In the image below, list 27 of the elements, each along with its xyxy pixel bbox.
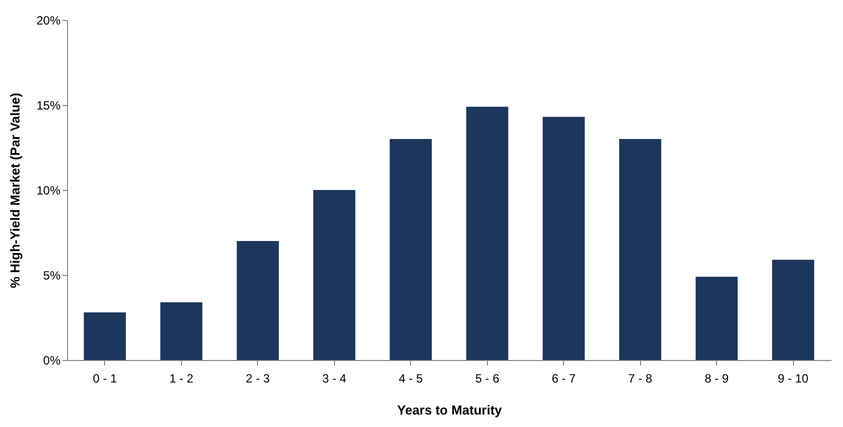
bar [84,312,126,360]
bar [542,116,585,360]
x-tick-label: 2 - 3 [246,372,270,386]
bar [772,260,814,360]
bar [696,276,738,360]
y-tick-label: 10% [36,184,61,198]
x-tick-label: 9 - 10 [778,372,809,386]
x-tick-label: 7 - 8 [628,372,653,386]
x-tick-label: 8 - 9 [704,372,729,386]
bar [466,106,508,360]
y-tick-label: 20% [36,14,61,28]
bar [313,190,356,360]
x-tick-label: 1 - 2 [169,372,194,386]
bar [236,241,279,360]
x-tick-label: 5 - 6 [475,372,500,386]
y-tick-label: 0% [43,354,61,368]
y-tick-label: 5% [43,268,61,282]
x-tick-label: 4 - 5 [398,372,424,386]
x-tick-label: 3 - 4 [322,372,347,386]
bar [619,139,662,360]
bar [160,302,202,360]
x-tick-label: 0 - 1 [92,372,118,386]
bar [390,139,432,360]
x-axis-title: Years to Maturity [397,402,503,418]
y-tick-label: 15% [36,98,61,112]
x-tick-label: 6 - 7 [552,372,576,386]
y-axis-title: % High-Yield Market (Par Value) [7,92,22,288]
